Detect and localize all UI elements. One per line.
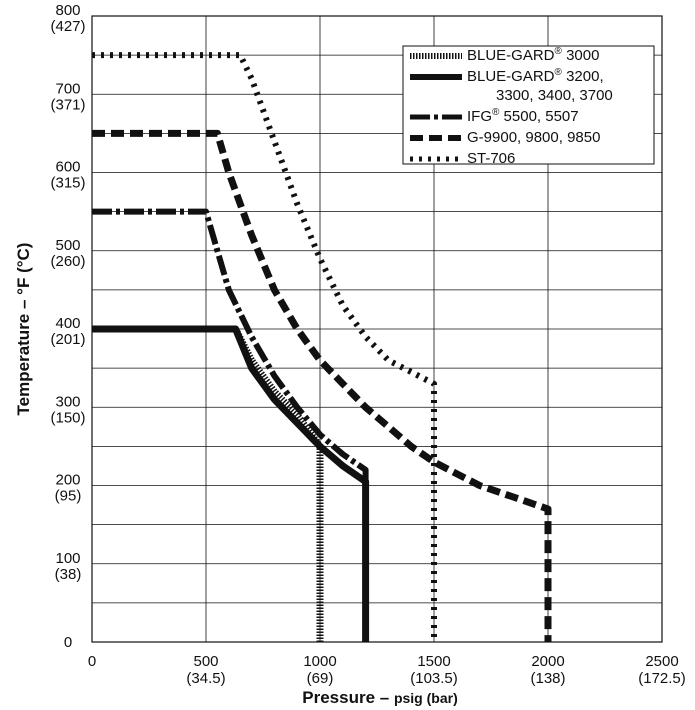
y-tick-label: 600 <box>55 159 80 176</box>
x-tick-sublabel: (34.5) <box>186 670 225 687</box>
legend-label-3: IFG® 5500, 5507 <box>467 107 579 125</box>
x-tick-label: 0 <box>88 653 96 670</box>
legend-box <box>402 45 655 165</box>
legend-label-4: G-9900, 9800, 9850 <box>467 129 600 146</box>
y-tick-sublabel: (371) <box>50 96 85 113</box>
x-axis-title-main: Pressure – <box>302 688 394 707</box>
x-tick-label: 1500 <box>417 653 450 670</box>
y-tick-label: 700 <box>55 80 80 97</box>
x-tick-label: 2000 <box>531 653 564 670</box>
y-tick-sublabel: (201) <box>50 331 85 348</box>
y-tick-sublabel: (260) <box>50 253 85 270</box>
y-tick-label: 200 <box>55 472 80 489</box>
y-tick-sublabel: (38) <box>55 566 82 583</box>
x-tick-sublabel: (172.5) <box>638 670 686 687</box>
x-tick-sublabel: (69) <box>307 670 334 687</box>
legend: BLUE-GARD® 3000 BLUE-GARD® 3200, 3300, 340… <box>402 45 655 167</box>
y-tick-label: 800 <box>55 2 80 19</box>
x-tick-label: 1000 <box>303 653 336 670</box>
series-line-4 <box>92 129 552 642</box>
y-axis-title: Temperature – °F (°C) <box>14 243 33 416</box>
y-tick-label: 0 <box>64 634 72 651</box>
series-group <box>92 52 552 642</box>
legend-label-1: BLUE-GARD® 3000 <box>467 46 599 64</box>
x-tick-sublabel: (138) <box>530 670 565 687</box>
series-line-3 <box>92 208 369 642</box>
series-line-2 <box>92 325 370 642</box>
y-tick-sublabel: (315) <box>50 175 85 192</box>
legend-label-2-cont: 3300, 3400, 3700 <box>496 87 613 104</box>
x-tick-label: 2500 <box>645 653 678 670</box>
y-tick-label: 500 <box>55 237 80 254</box>
y-tick-label: 300 <box>55 393 80 410</box>
x-tick-sublabel: (103.5) <box>410 670 458 687</box>
x-tick-label: 500 <box>193 653 218 670</box>
y-tick-sublabel: (95) <box>55 488 82 505</box>
x-tick-labels: 0 500(34.5) 1000(69) 1500(103.5) 2000(138) 25… <box>88 653 686 687</box>
y-tick-sublabel: (427) <box>50 18 85 35</box>
legend-label-2: BLUE-GARD® 3200, <box>467 67 604 85</box>
y-tick-label: 100 <box>55 550 80 567</box>
x-axis-title-unit: psig (bar) <box>394 690 458 706</box>
y-tick-sublabel: (150) <box>50 409 85 426</box>
y-tick-label: 400 <box>55 315 80 332</box>
y-tick-labels: 0 100(38) 200(95) 300(150) 400(201) 500(260) 6… <box>50 2 85 651</box>
x-axis-title: Pressure – psig (bar) <box>302 688 457 707</box>
legend-label-5: ST-706 <box>467 150 515 167</box>
